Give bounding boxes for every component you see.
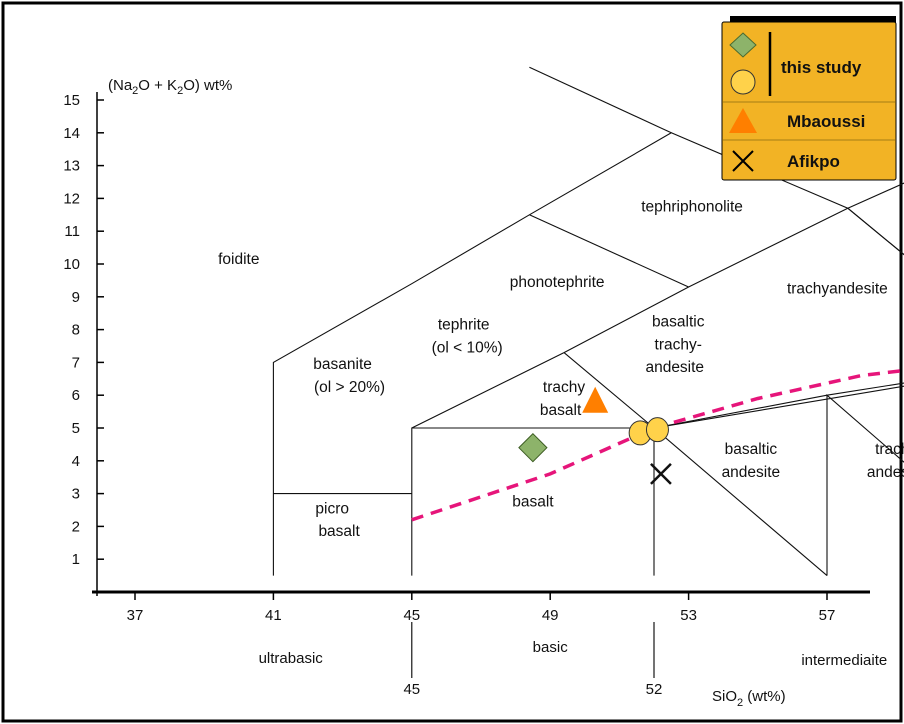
class-boundary-label: 45 [403, 681, 420, 698]
field-label: trachy [875, 441, 904, 458]
data-points [518, 386, 672, 485]
legend-entry-mbaoussi: Mbaoussi [787, 112, 865, 131]
field-boundary-line [529, 66, 672, 134]
alkaline-divide-line [411, 368, 904, 522]
field-boundary-line [847, 182, 904, 209]
class-label: intermediaite [801, 652, 887, 669]
axes [92, 92, 870, 596]
legend: this study Mbaoussi Afikpo [721, 16, 897, 181]
legend-circle-icon [730, 69, 756, 95]
field-label: trachy [543, 379, 585, 396]
field-label: (ol < 10%) [432, 340, 503, 357]
class-boundary-label: 52 [646, 681, 663, 698]
field-label: basalt [540, 402, 582, 419]
y-tick-label: 7 [72, 354, 80, 371]
y-tick-label: 15 [63, 92, 80, 109]
legend-dark-corner [730, 16, 896, 26]
x-tick-label: 45 [403, 607, 420, 624]
field-label: basalt [512, 494, 554, 511]
field-label: tephrite [438, 317, 490, 334]
field-label: tephriphonolite [641, 199, 743, 216]
field-label: andesite [867, 464, 904, 481]
class-label: basic [533, 639, 569, 656]
field-label: basanite [313, 356, 372, 373]
y-tick-label: 2 [72, 518, 80, 535]
field-label: picro [315, 500, 349, 517]
field-boundary-line [411, 382, 904, 429]
x-axis-label: SiO2 (wt%) [712, 688, 786, 709]
y-tick-label: 1 [72, 551, 80, 568]
x-tick-label: 41 [265, 607, 282, 624]
y-tick-label: 6 [72, 387, 80, 404]
y-tick-label: 14 [63, 125, 80, 142]
class-label: ultrabasic [259, 650, 324, 667]
field-boundary-line [847, 207, 904, 256]
y-tick-label: 13 [63, 158, 80, 175]
field-label: basaltic [652, 313, 705, 330]
data-point-triangle [582, 386, 609, 413]
legend-entry-this-study: this study [781, 58, 862, 77]
field-label: foidite [218, 251, 259, 268]
y-tick-label: 5 [72, 420, 80, 437]
field-label: phonotephrite [510, 274, 605, 291]
legend-diamond-icon [729, 32, 757, 58]
field-label: trachyandesite [787, 281, 888, 298]
y-tick-label: 11 [64, 223, 80, 240]
y-tick-label: 4 [72, 453, 80, 470]
field-label: trachy- [655, 336, 702, 353]
y-tick-label: 9 [72, 289, 80, 306]
legend-triangle-icon [729, 108, 757, 133]
field-boundary-line [826, 393, 904, 576]
y-tick-label: 10 [63, 256, 80, 273]
field-label: andesite [722, 464, 781, 481]
x-tick-label: 37 [127, 607, 144, 624]
classification-axis: 455263ultrabasicbasicintermediaiteacid [259, 622, 887, 698]
data-point-diamond [518, 432, 548, 463]
data-point-circle [645, 417, 669, 443]
field-label: (ol > 20%) [314, 379, 385, 396]
legend-x-icon [732, 150, 754, 172]
legend-entry-afikpo: Afikpo [787, 152, 840, 171]
field-label: basalt [318, 523, 360, 540]
y-tick-label: 3 [72, 486, 80, 503]
x-tick-label: 49 [542, 607, 559, 624]
alkaline-subalkaline-divide [411, 368, 904, 522]
field-boundary-line [529, 214, 689, 288]
field-label: basaltic [725, 441, 778, 458]
legend-box [721, 21, 897, 181]
y-tick-label: 12 [63, 190, 80, 207]
x-ticks: 3741454953576165697377 [127, 592, 836, 624]
x-tick-label: 57 [819, 607, 836, 624]
y-tick-label: 8 [72, 322, 80, 339]
y-axis-label: (Na2O + K2O) wt% [108, 77, 232, 97]
data-point-x [650, 463, 672, 485]
field-label: andesite [645, 359, 704, 376]
x-tick-label: 53 [680, 607, 697, 624]
